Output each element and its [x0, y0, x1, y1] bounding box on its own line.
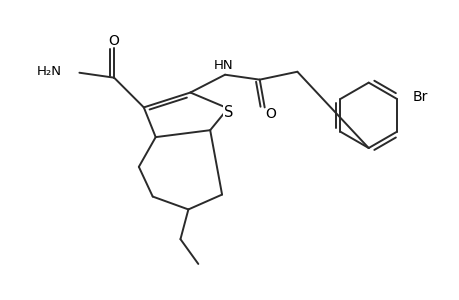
Text: HN: HN: [213, 59, 232, 72]
Text: S: S: [224, 105, 233, 120]
Text: Br: Br: [412, 90, 427, 104]
Text: O: O: [264, 107, 275, 121]
Text: O: O: [108, 34, 119, 48]
Text: H₂N: H₂N: [37, 65, 62, 78]
